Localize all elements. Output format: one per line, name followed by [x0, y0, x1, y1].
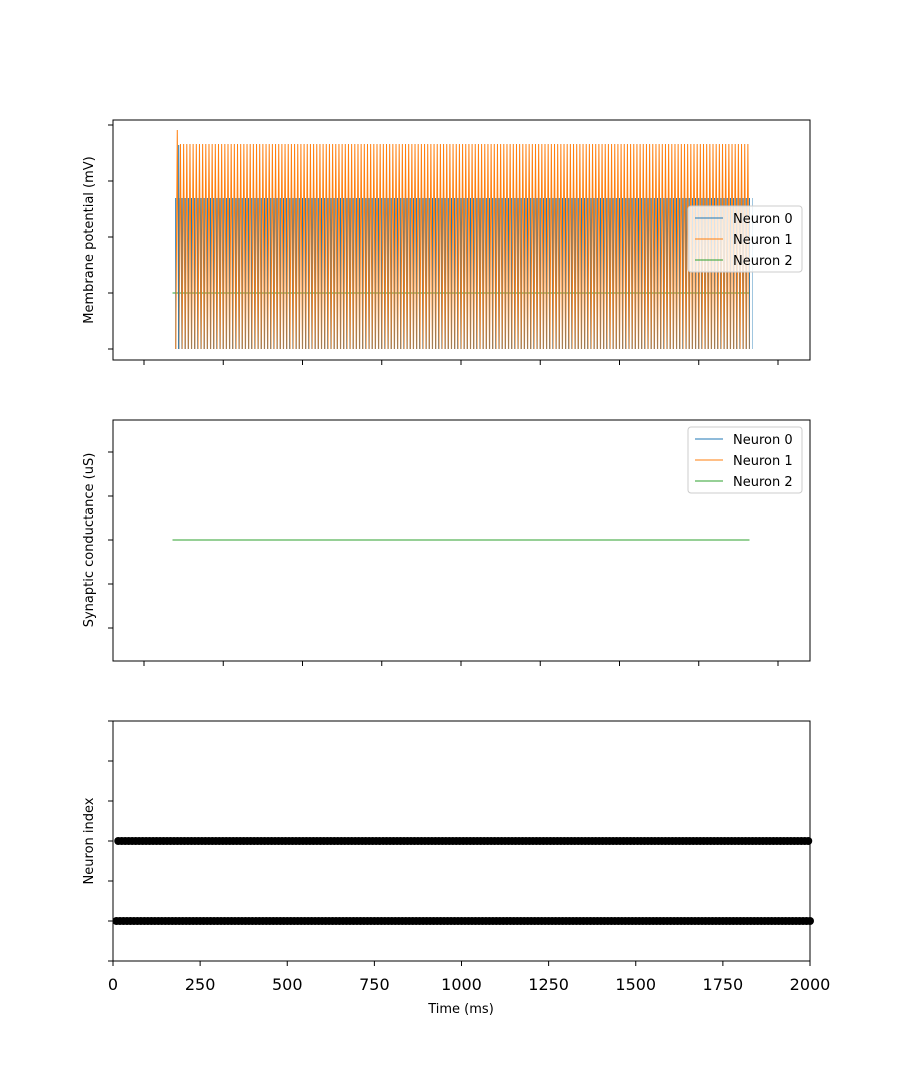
y-ticks — [108, 451, 113, 629]
legend-label: Neuron 2 — [733, 475, 793, 490]
x-tick-label: 500 — [272, 975, 303, 994]
membrane-potential-panel: Membrane potential (mV) Neuron 0 Neuron 1… — [82, 119, 811, 365]
legend-box — [687, 205, 803, 273]
membrane-traces — [172, 129, 753, 350]
spike-markers — [112, 837, 814, 925]
x-ticks — [143, 360, 779, 365]
x-tick-label: 1500 — [615, 975, 656, 994]
synaptic-conductance-panel: Synaptic conductance (uS) Neuron 0Neuron… — [82, 419, 811, 666]
x-ticks: 0 250 500 750 1000 1250 1500 1750 2000 — [108, 961, 830, 994]
spike-marker — [804, 837, 813, 845]
y-ticks — [108, 124, 113, 350]
x-axis-label: Time (ms) — [427, 1002, 494, 1017]
x-tick-label: 1000 — [441, 975, 482, 994]
series-line-neuron-1 — [175, 129, 750, 350]
x-tick-label: 1250 — [528, 975, 569, 994]
y-axis-label: Neuron index — [82, 797, 97, 884]
spike-raster-panel: 0 250 500 750 1000 1250 1500 1750 2000 Neuron in… — [82, 720, 830, 1017]
y-axis-label: Synaptic conductance (uS) — [82, 453, 97, 628]
x-tick-label: 1750 — [703, 975, 744, 994]
x-tick-label: 0 — [108, 975, 118, 994]
y-axis-label: Membrane potential (mV) — [82, 156, 97, 323]
legend-label: Neuron 2 — [733, 254, 793, 269]
x-tick-label: 250 — [185, 975, 216, 994]
legend-label: Neuron 0 — [733, 212, 793, 227]
legend-label: Neuron 1 — [733, 233, 793, 248]
legend: Neuron 0 Neuron 1 Neuron 2 — [687, 205, 803, 273]
x-ticks — [143, 661, 779, 666]
legend-label: Neuron 1 — [733, 454, 793, 469]
legend: Neuron 0 Neuron 1 Neuron 2 — [687, 426, 803, 494]
legend-box — [687, 426, 803, 494]
legend-label: Neuron 0 — [733, 433, 793, 448]
x-tick-label: 2000 — [790, 975, 831, 994]
x-tick-label: 750 — [359, 975, 390, 994]
y-ticks — [108, 720, 113, 962]
